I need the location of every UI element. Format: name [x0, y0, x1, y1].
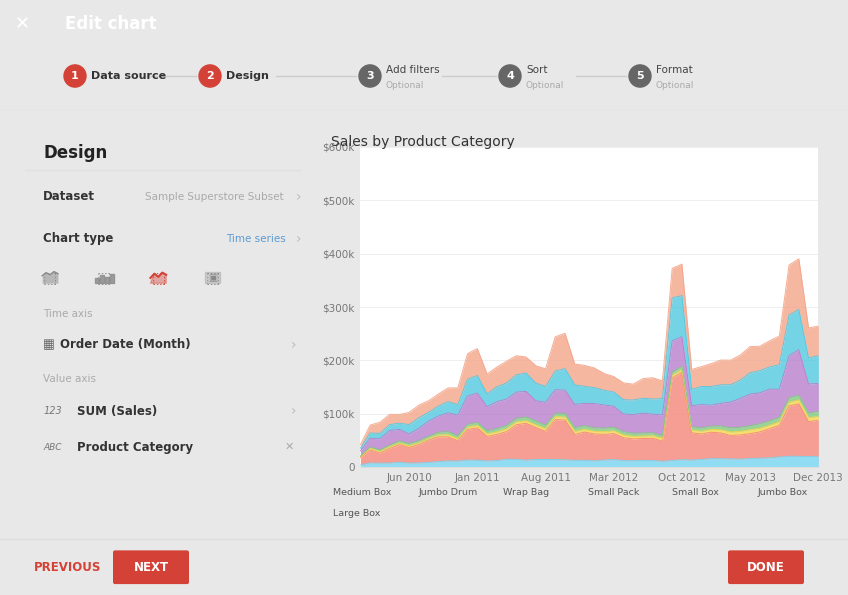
Text: Time axis: Time axis [43, 309, 92, 319]
Text: Jumbo Drum: Jumbo Drum [418, 488, 477, 497]
Text: Design: Design [43, 143, 108, 162]
Bar [95, 278, 99, 283]
Text: Wrap Bag: Wrap Bag [503, 488, 549, 497]
Bar [110, 274, 114, 283]
Text: 3: 3 [366, 71, 374, 81]
Circle shape [499, 65, 521, 87]
Text: Sort: Sort [526, 65, 548, 75]
Text: Order Date (Month): Order Date (Month) [60, 338, 191, 351]
FancyBboxPatch shape [728, 550, 804, 584]
Text: Data source: Data source [91, 71, 166, 81]
Circle shape [64, 65, 86, 87]
Text: Value axis: Value axis [43, 374, 96, 384]
Text: Sales by Product Category: Sales by Product Category [331, 135, 515, 149]
Text: ⬚: ⬚ [151, 271, 165, 286]
Text: Optional: Optional [526, 80, 565, 90]
Text: Dataset: Dataset [43, 190, 95, 203]
Text: Add filters: Add filters [386, 65, 439, 75]
Text: SUM (Sales): SUM (Sales) [76, 405, 157, 418]
Text: Jumbo Box: Jumbo Box [757, 488, 807, 497]
Text: Optional: Optional [386, 80, 424, 90]
Text: Chart type: Chart type [43, 232, 114, 245]
Text: ›: › [290, 404, 296, 418]
Text: 2: 2 [206, 71, 214, 81]
Circle shape [629, 65, 651, 87]
Text: ABC: ABC [43, 443, 62, 452]
Text: 123: 123 [43, 406, 62, 416]
Text: Product Category: Product Category [76, 440, 192, 453]
Text: ▣: ▣ [208, 273, 217, 283]
Text: ✕: ✕ [285, 442, 294, 452]
Text: PREVIOUS: PREVIOUS [34, 560, 102, 574]
Text: Small Box: Small Box [672, 488, 719, 497]
Circle shape [359, 65, 381, 87]
Text: Large Box: Large Box [333, 509, 381, 518]
Text: ✕: ✕ [14, 15, 30, 33]
Text: Optional: Optional [656, 80, 695, 90]
Text: 5: 5 [636, 71, 644, 81]
Bar [204, 271, 220, 283]
Circle shape [199, 65, 221, 87]
Text: ›: › [296, 190, 301, 203]
Bar [100, 275, 104, 283]
Text: Small Pack: Small Pack [588, 488, 639, 497]
Text: Edit chart: Edit chart [65, 15, 157, 33]
Text: Design: Design [226, 71, 269, 81]
Text: ⬚: ⬚ [43, 271, 57, 286]
Polygon shape [150, 273, 166, 283]
Text: 4: 4 [506, 71, 514, 81]
Text: 1: 1 [71, 71, 79, 81]
Text: NEXT: NEXT [133, 560, 169, 574]
FancyBboxPatch shape [113, 550, 189, 584]
Text: Time series: Time series [226, 234, 287, 244]
Text: ⬚: ⬚ [97, 271, 111, 286]
Text: ▦: ▦ [43, 338, 55, 351]
Text: ›: › [296, 232, 301, 246]
Text: Format: Format [656, 65, 693, 75]
Text: DONE: DONE [747, 560, 785, 574]
Text: ›: › [290, 337, 296, 352]
Bar [105, 277, 109, 283]
Text: Medium Box: Medium Box [333, 488, 392, 497]
Text: ⬚: ⬚ [205, 271, 220, 286]
Text: Sample Superstore Subset: Sample Superstore Subset [145, 192, 283, 202]
